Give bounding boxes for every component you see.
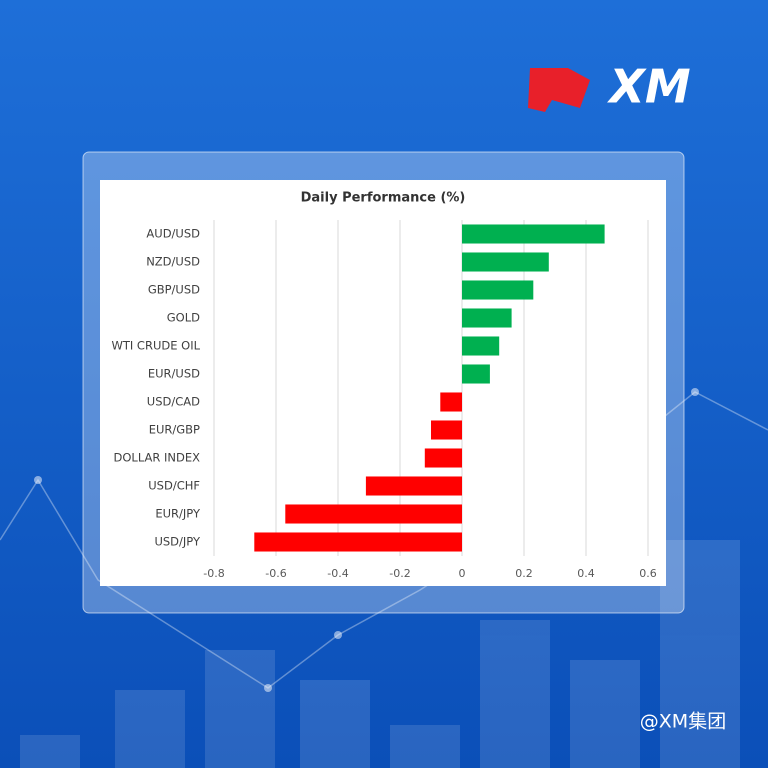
chart-title: Daily Performance (%): [301, 191, 466, 206]
bar: [462, 364, 490, 384]
bar: [462, 280, 534, 300]
bar: [424, 448, 462, 468]
y-tick-label: AUD/USD: [146, 227, 200, 241]
x-tick-label: 0: [459, 567, 466, 580]
logo-text: XM: [606, 60, 690, 114]
decor-bars: [20, 540, 740, 768]
bar: [462, 224, 605, 244]
bar: [462, 308, 512, 328]
bar: [462, 336, 500, 356]
y-tick-label: GBP/USD: [148, 283, 200, 297]
y-tick-label: EUR/GBP: [149, 423, 200, 437]
x-tick-label: 0.4: [577, 567, 595, 580]
y-tick-label: GOLD: [167, 311, 200, 325]
y-tick-label: DOLLAR INDEX: [114, 451, 201, 465]
x-tick-label: -0.6: [265, 567, 286, 580]
y-tick-label: EUR/JPY: [155, 507, 201, 521]
y-tick-label: USD/CAD: [147, 395, 200, 409]
bar: [365, 476, 462, 496]
x-tick-label: 0.6: [639, 567, 657, 580]
y-tick-label: USD/JPY: [154, 535, 201, 549]
x-tick-label: -0.2: [389, 567, 410, 580]
decor-dots: [34, 388, 699, 692]
x-tick-label: -0.4: [327, 567, 348, 580]
y-tick-label: EUR/USD: [148, 367, 200, 381]
plot: -0.8 -0.6 -0.4 -0.2 0 0.2 0.4 0.6 AUD/USD NZD/USD…: [111, 220, 657, 580]
bar: [254, 532, 462, 552]
bar: [462, 252, 549, 272]
watermark: @XM集团: [640, 711, 726, 733]
x-tick-label: -0.8: [203, 567, 224, 580]
y-tick-label: NZD/USD: [146, 255, 200, 269]
bar: [431, 420, 462, 440]
y-tick-label: USD/CHF: [148, 479, 200, 493]
bar: [440, 392, 462, 412]
x-tick-label: 0.2: [515, 567, 533, 580]
y-tick-label: WTI CRUDE OIL: [111, 339, 200, 353]
logo: XM: [528, 60, 691, 114]
bar: [285, 504, 462, 524]
